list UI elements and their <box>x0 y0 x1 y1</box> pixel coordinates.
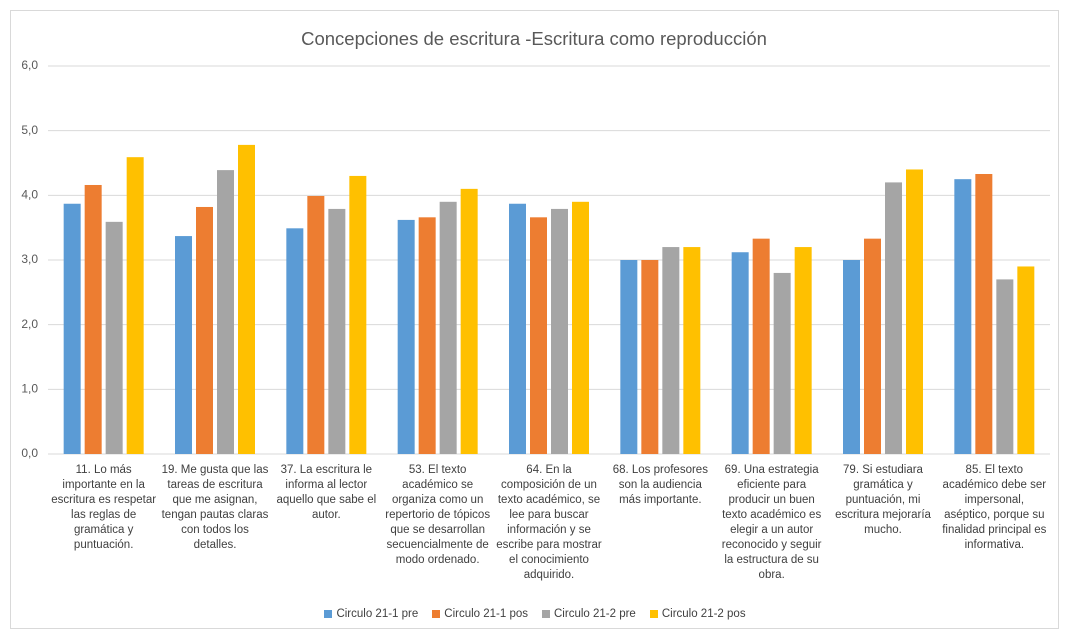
bar <box>460 188 478 454</box>
bar <box>328 208 346 454</box>
bar <box>996 279 1014 454</box>
bar <box>418 217 436 454</box>
bar <box>975 173 993 454</box>
bar <box>752 238 770 454</box>
legend: Circulo 21-1 pre Circulo 21-1 pos Circulo … <box>0 608 1070 620</box>
bar <box>731 252 749 454</box>
bar <box>620 260 638 454</box>
bar <box>397 219 415 454</box>
legend-item: Circulo 21-1 pre <box>324 608 418 620</box>
y-tick-label: 6,0 <box>21 58 38 72</box>
legend-label: Circulo 21-2 pos <box>661 608 746 620</box>
bar <box>509 203 526 454</box>
bar <box>238 144 255 455</box>
x-tick-label: 68. Los profesores son la audiencia más … <box>612 464 708 506</box>
x-tick-label: 85. El texto académico debe ser imperson… <box>942 464 1047 551</box>
x-tick-label: 69. Una estrategia eficiente para produc… <box>721 464 822 581</box>
bar <box>217 170 234 454</box>
bar <box>906 169 923 454</box>
legend-swatch <box>432 610 441 618</box>
bar <box>864 238 881 454</box>
bar <box>175 236 192 454</box>
x-tick-label: 53. El texto académico se organiza como … <box>385 464 491 566</box>
x-tick-label: 37. La escritura le informa al lector aq… <box>276 464 377 521</box>
bar <box>551 208 568 454</box>
bar <box>773 272 791 454</box>
y-tick-label: 0,0 <box>21 446 38 460</box>
x-tick-label: 11. Lo más importante en la escritura es… <box>51 464 157 551</box>
bar <box>105 221 123 454</box>
legend-swatch <box>542 610 550 618</box>
y-tick-label: 5,0 <box>21 123 38 137</box>
y-tick-label: 4,0 <box>21 188 38 202</box>
chart-title: Concepciones de escritura -Escritura com… <box>301 28 767 49</box>
bar <box>572 201 589 454</box>
bar <box>662 247 680 454</box>
x-tick-label: 19. Me gusta que las tareas de escritura… <box>161 464 269 551</box>
bar <box>84 184 102 454</box>
legend-item: Circulo 21-2 pre <box>542 608 636 620</box>
bar <box>885 182 902 454</box>
bar <box>843 260 860 454</box>
y-tick-label: 2,0 <box>21 317 38 331</box>
bar <box>307 195 325 455</box>
bar <box>794 247 812 454</box>
bar <box>196 206 213 454</box>
bar <box>349 175 367 454</box>
x-tick-label: 64. En la composición de un texto académ… <box>496 464 602 581</box>
bar <box>530 217 547 454</box>
bar <box>126 157 144 454</box>
legend-label: Circulo 21-1 pos <box>444 608 528 620</box>
bar <box>1017 266 1035 454</box>
legend-swatch <box>324 610 333 618</box>
y-tick-label: 3,0 <box>21 252 38 266</box>
legend-swatch <box>649 610 658 618</box>
legend-item: Circulo 21-1 pos <box>432 608 528 620</box>
bar <box>683 247 701 454</box>
y-tick-label: 1,0 <box>21 382 38 396</box>
legend-item: Circulo 21-2 pos <box>649 608 746 620</box>
bar <box>439 201 457 454</box>
x-tick-label: 79. Si estudiara gramática y puntuación,… <box>835 464 931 536</box>
bar <box>954 179 972 454</box>
bar <box>286 228 304 454</box>
bar <box>63 203 81 454</box>
legend-label: Circulo 21-2 pre <box>554 608 636 620</box>
bar <box>641 260 659 454</box>
legend-label: Circulo 21-1 pre <box>336 608 419 620</box>
